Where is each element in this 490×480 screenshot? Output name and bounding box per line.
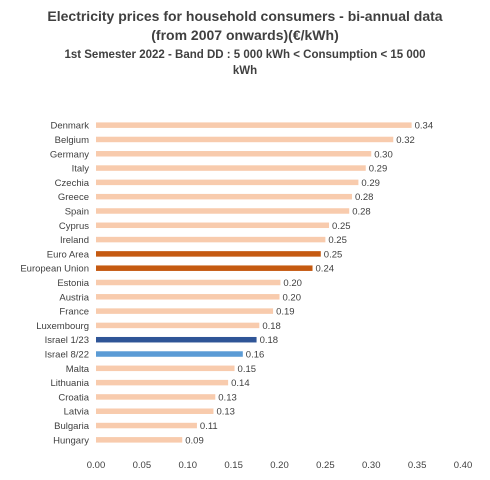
value-label-4: 0.29 [361, 178, 380, 189]
value-label-5: 0.28 [355, 192, 374, 203]
category-label-13: France [59, 307, 89, 318]
category-label-18: Lithuania [50, 378, 89, 389]
value-label-6: 0.28 [352, 206, 371, 217]
bar-14 [96, 322, 260, 329]
value-label-21: 0.11 [200, 421, 218, 432]
category-label-6: Spain [65, 206, 89, 217]
x-tick-label-0: 0.00 [87, 460, 106, 471]
value-label-19: 0.13 [218, 392, 237, 403]
bar-10 [96, 265, 313, 271]
value-label-22: 0.09 [185, 435, 204, 446]
bar-13 [96, 308, 274, 314]
bar-16 [96, 351, 243, 357]
chart-title-line-1: Electricity prices for household consume… [47, 8, 443, 24]
bar-19 [96, 394, 216, 400]
category-label-4: Czechia [55, 178, 90, 189]
value-label-9: 0.25 [324, 249, 343, 260]
value-label-2: 0.30 [374, 149, 393, 160]
category-label-1: Belgium [55, 135, 89, 146]
x-tick-label-6: 0.30 [362, 460, 381, 471]
value-label-17: 0.15 [238, 364, 256, 375]
category-label-20: Latvia [64, 407, 90, 418]
value-label-18: 0.14 [231, 378, 250, 389]
chart-subtitle-line-1: 1st Semester 2022 - Band DD : 5 000 kWh … [64, 49, 426, 61]
x-tick-label-8: 0.40 [454, 460, 473, 471]
x-tick-label-1: 0.05 [133, 460, 152, 471]
bar-20 [96, 408, 214, 414]
value-label-15: 0.18 [260, 335, 279, 346]
value-label-20: 0.13 [216, 407, 235, 418]
bar-9 [96, 251, 321, 257]
x-tick-label-7: 0.35 [408, 460, 427, 471]
category-label-8: Ireland [60, 235, 89, 246]
category-label-11: Estonia [57, 278, 89, 289]
bar-2 [96, 151, 372, 157]
value-label-13: 0.19 [276, 307, 295, 318]
x-tick-label-5: 0.25 [316, 460, 335, 471]
bar-0 [96, 122, 412, 128]
value-label-3: 0.29 [369, 164, 388, 175]
chart-subtitle-line-2: kWh [232, 65, 258, 77]
bar-8 [96, 236, 326, 243]
category-label-12: Austria [59, 292, 89, 303]
bar-12 [96, 294, 280, 300]
value-label-16: 0.16 [246, 350, 264, 361]
category-label-7: Cyprus [59, 221, 89, 232]
value-label-0: 0.34 [415, 121, 434, 132]
category-label-15: Israel 1/23 [45, 335, 89, 346]
value-label-12: 0.20 [283, 292, 302, 303]
category-label-16: Israel 8/22 [45, 350, 89, 361]
category-label-5: Greece [58, 192, 89, 203]
category-label-9: Euro Area [47, 249, 90, 260]
x-tick-label-3: 0.15 [224, 460, 243, 471]
bar-5 [96, 193, 352, 200]
category-label-19: Croatia [58, 392, 89, 403]
value-label-1: 0.32 [396, 135, 415, 146]
value-label-7: 0.25 [332, 221, 351, 232]
bar-7 [96, 222, 330, 229]
bar-4 [96, 179, 359, 186]
x-tick-label-4: 0.20 [270, 460, 289, 471]
value-label-14: 0.18 [262, 321, 281, 332]
x-tick-label-2: 0.10 [179, 460, 198, 471]
category-label-14: Luxembourg [36, 321, 89, 332]
category-label-21: Bulgaria [54, 421, 90, 432]
chart-title-line-2: (from 2007 onwards)(€/kWh) [151, 27, 339, 43]
category-label-22: Hungary [53, 435, 89, 446]
bar-22 [96, 437, 183, 443]
bar-6 [96, 208, 350, 214]
value-label-8: 0.25 [328, 235, 347, 246]
category-label-0: Denmark [50, 121, 89, 132]
category-label-3: Italy [72, 164, 90, 175]
category-label-10: European Union [20, 264, 89, 275]
category-label-17: Malta [66, 364, 90, 375]
bar-17 [96, 365, 235, 372]
bar-3 [96, 165, 366, 171]
bar-15 [96, 336, 257, 343]
bar-1 [96, 136, 394, 143]
bar-11 [96, 279, 281, 286]
bar-18 [96, 379, 229, 386]
category-label-2: Germany [50, 149, 89, 160]
value-label-10: 0.24 [316, 264, 335, 275]
bar-21 [96, 422, 197, 429]
value-label-11: 0.20 [283, 278, 302, 289]
